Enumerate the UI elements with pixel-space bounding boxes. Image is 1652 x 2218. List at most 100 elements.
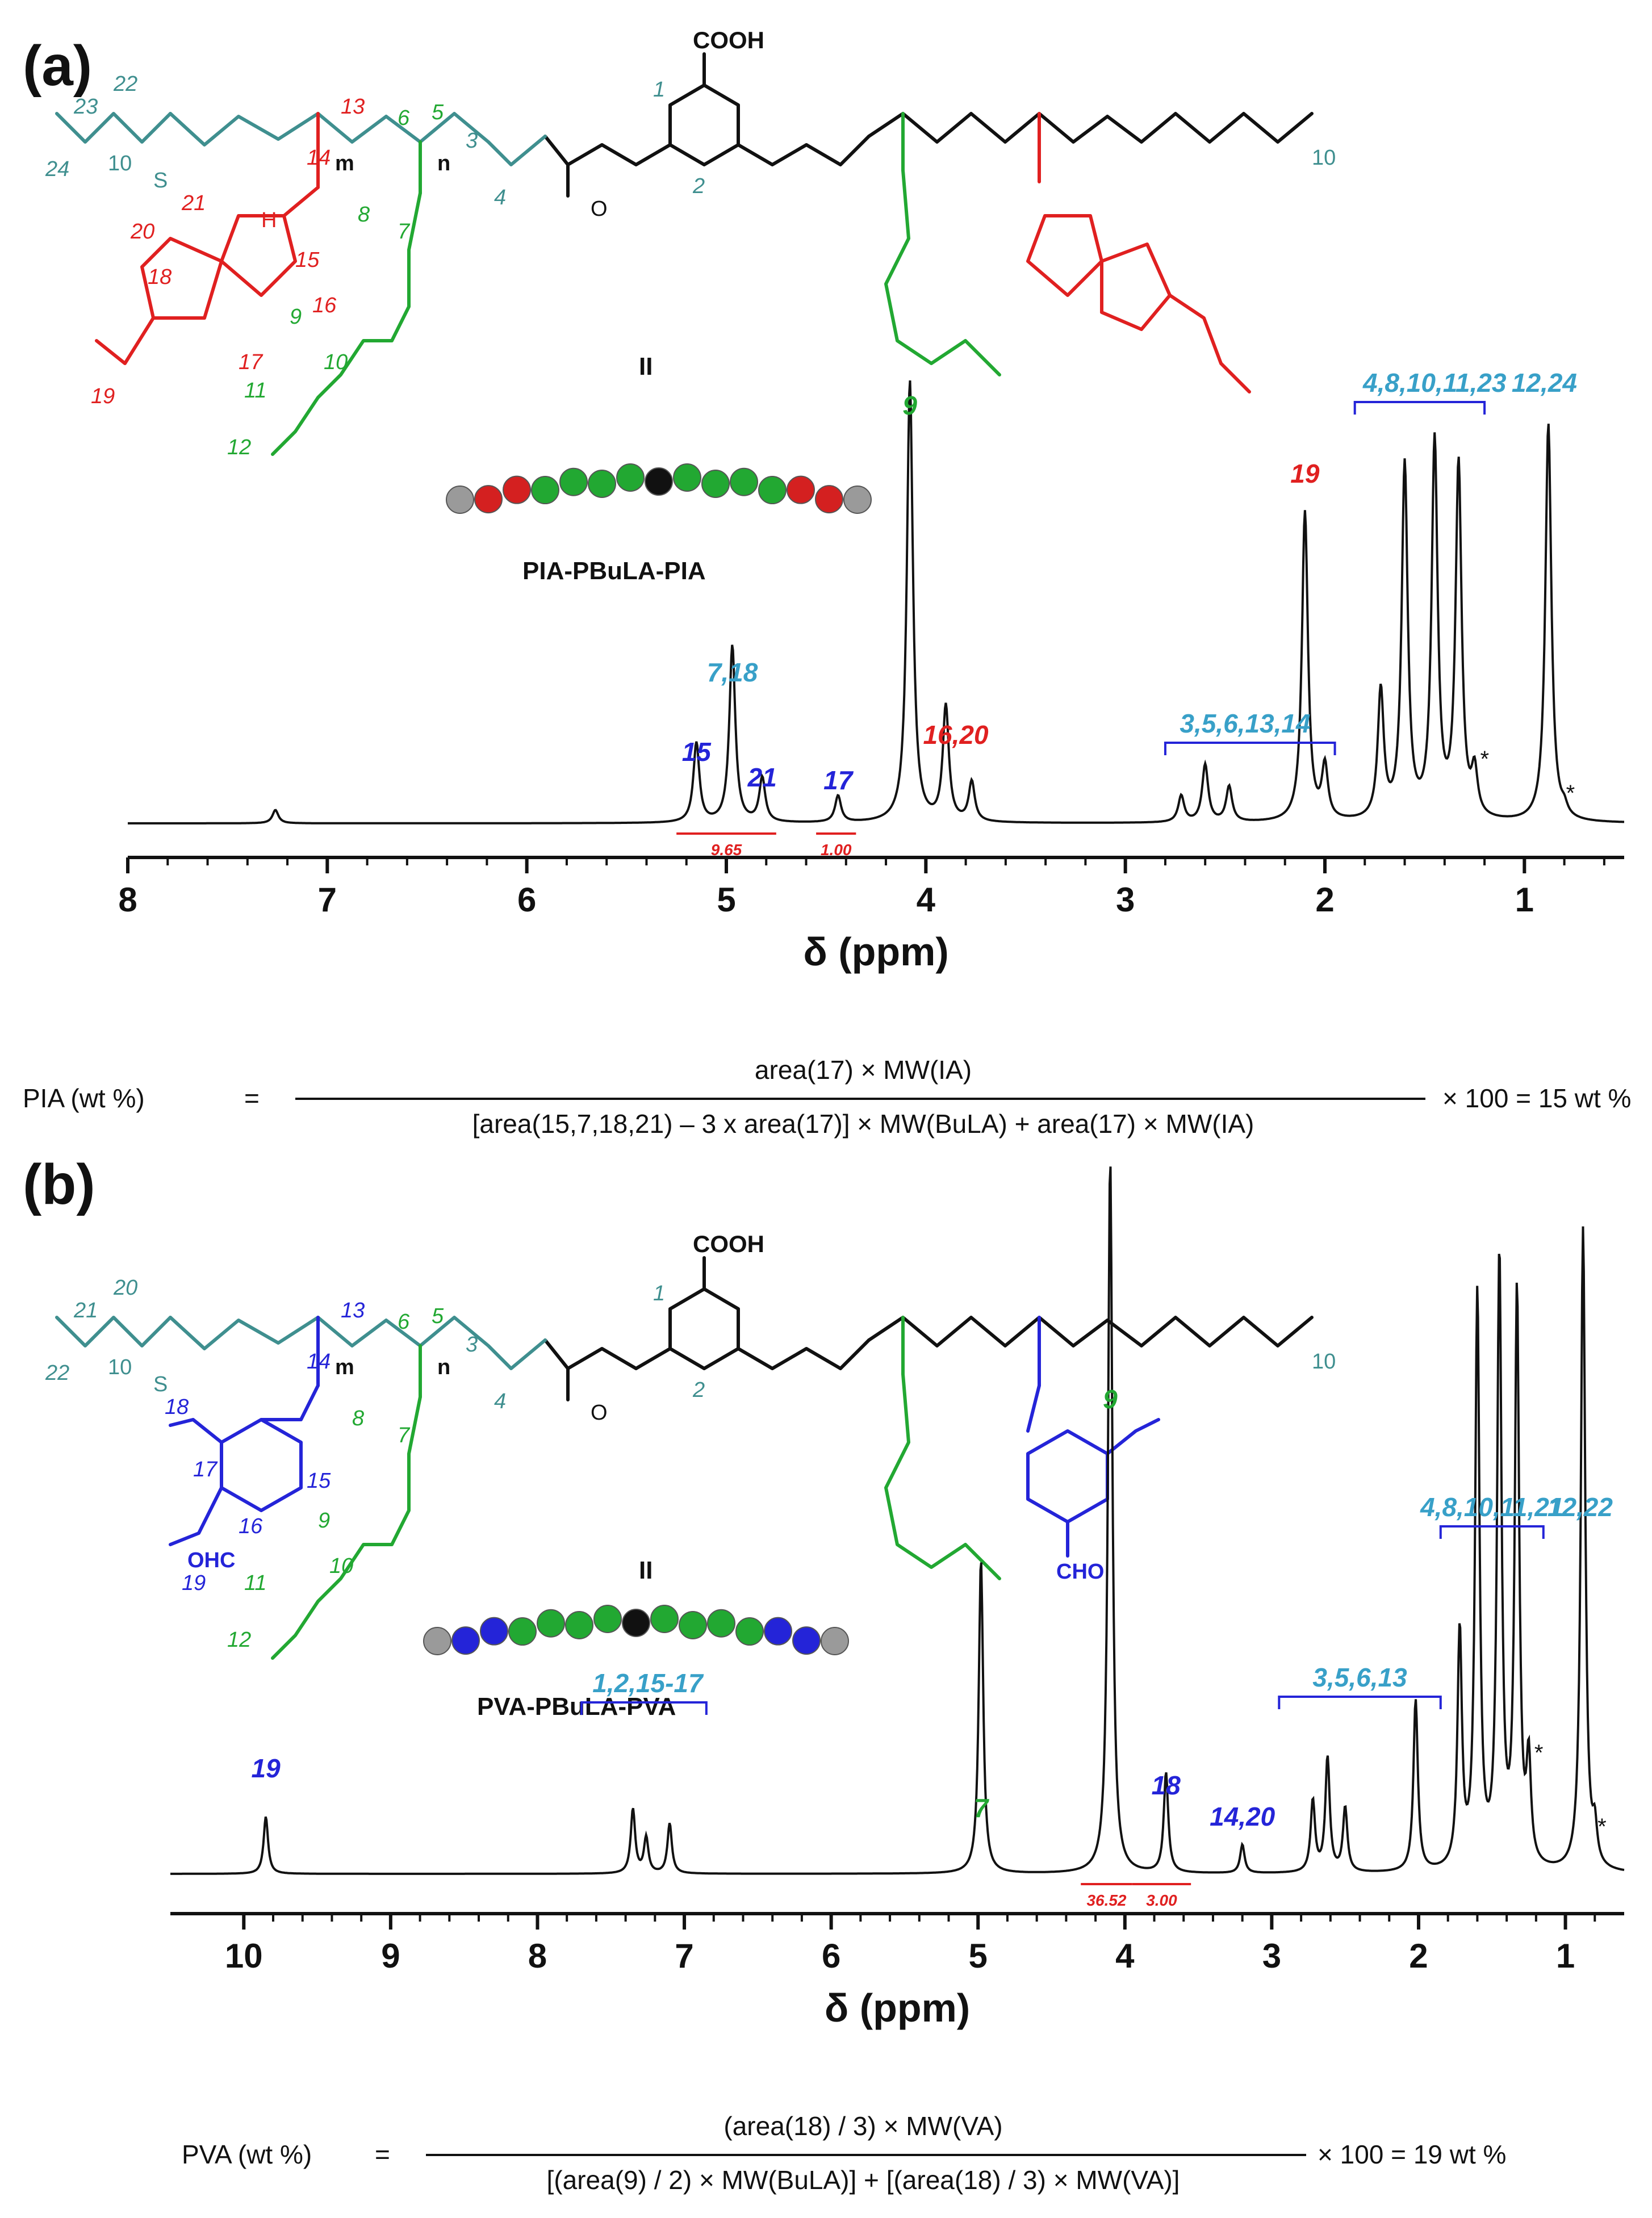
label-b-3: 3 <box>466 1333 478 1357</box>
structure-labels-b: 20 21 22 10 3 4 5 6 1 2 13 14 15 16 17 1… <box>45 1276 1336 1652</box>
label-b-19: 19 <box>182 1571 206 1595</box>
integral-value: 3.00 <box>1146 1891 1177 1909</box>
x-tick-label: 5 <box>717 881 735 919</box>
aromatic-ring-a <box>668 83 740 166</box>
peak-label: 14,20 <box>1210 1802 1275 1831</box>
peak-label: 19 <box>1290 459 1320 488</box>
bead-green <box>565 1610 593 1639</box>
equation-result-a: × 100 = 15 wt % <box>1442 1083 1631 1113</box>
peak-label: 7,18 <box>707 658 758 687</box>
label-b-8: 8 <box>352 1407 364 1430</box>
x-tick-label: 10 <box>225 1937 263 1975</box>
panel-label-b: (b) <box>23 1153 95 1216</box>
structure-b: COOH <box>55 1231 1314 1660</box>
peak-bracket <box>580 1701 708 1715</box>
chain-end-right-a: 10 <box>1312 146 1336 170</box>
label-10-end: 10 <box>108 152 132 175</box>
label-b-12: 12 <box>227 1628 251 1652</box>
label-b-15: 15 <box>307 1469 331 1493</box>
panel-label-a: (a) <box>23 34 92 98</box>
spectrum-b: 10 9 8 7 6 5 4 3 2 1δ (ppm)191,2,15-17791814,203,… <box>170 1166 1625 2030</box>
bead-red <box>815 485 843 514</box>
x-tick-label: 7 <box>318 881 337 919</box>
label-b-14: 14 <box>307 1350 331 1374</box>
bead-green <box>707 1609 735 1638</box>
label-b-18: 18 <box>165 1395 189 1419</box>
label-24: 24 <box>45 157 69 181</box>
peak-bracket <box>1278 1696 1442 1709</box>
bead-gray <box>423 1627 451 1655</box>
label-b-7: 7 <box>398 1424 411 1447</box>
x-axis-title: δ (ppm) <box>803 930 948 974</box>
label-11: 11 <box>244 379 266 403</box>
bead-green <box>588 469 616 498</box>
impurity-asterisk: * <box>1480 747 1490 772</box>
label-b-20: 20 <box>113 1276 137 1300</box>
label-5: 5 <box>432 101 444 124</box>
peak-label: 12,22 <box>1548 1492 1613 1522</box>
hydrogen-label-a: H <box>261 208 277 232</box>
label-2: 2 <box>692 174 705 198</box>
label-12: 12 <box>227 436 251 459</box>
bead-green <box>559 467 588 496</box>
bead-gray <box>446 486 474 514</box>
equation-lhs-b: PVA (wt %) <box>182 2140 312 2169</box>
peak-label: 12,24 <box>1512 368 1577 397</box>
label-b-17: 17 <box>193 1458 218 1482</box>
label-13: 13 <box>341 95 365 119</box>
label-b-2: 2 <box>692 1378 705 1402</box>
x-tick-label: 4 <box>1115 1937 1135 1975</box>
polymer-name-b: PVA-PBuLA-PVA <box>477 1693 676 1721</box>
impurity-asterisk: * <box>1534 1740 1544 1765</box>
bead-red <box>474 485 503 514</box>
peak-label: 16,20 <box>923 720 989 750</box>
integral-value: 1.00 <box>821 841 852 859</box>
repeat-n-b: n <box>437 1355 450 1379</box>
label-18: 18 <box>148 265 172 289</box>
equation-a: PIA (wt %) = area(17) × MW(IA) [area(15,… <box>23 1055 1631 1139</box>
polymer-name-a: PIA-PBuLA-PIA <box>522 557 706 585</box>
impurity-asterisk: * <box>1566 781 1575 806</box>
center-label-b: II <box>639 1556 653 1584</box>
bead-red <box>503 475 531 504</box>
structure-a: COOH <box>55 27 1314 456</box>
label-b-9: 9 <box>318 1509 330 1533</box>
label-b-22: 22 <box>45 1361 69 1385</box>
bead-green <box>673 463 701 492</box>
x-axis-title: δ (ppm) <box>825 1986 970 2030</box>
bead-blue <box>480 1617 508 1646</box>
equation-numerator-b: (area(18) / 3) × MW(VA) <box>723 2111 1002 2141</box>
label-3: 3 <box>466 129 478 153</box>
peak-label: 19 <box>251 1754 281 1783</box>
label-1: 1 <box>653 78 665 102</box>
peak-label: 1,2,15-17 <box>592 1668 704 1698</box>
peak-label: 21 <box>747 763 777 792</box>
bead-red <box>787 475 815 504</box>
label-14: 14 <box>307 146 331 170</box>
label-b-1: 1 <box>653 1282 665 1305</box>
center-label-a: II <box>639 353 653 380</box>
x-tick-label: 6 <box>517 881 536 919</box>
peak-bracket <box>1164 742 1336 755</box>
bead-green <box>593 1605 622 1634</box>
integral-value: 36.52 <box>1086 1891 1126 1909</box>
equation-result-b: × 100 = 19 wt % <box>1318 2140 1506 2169</box>
peak-label: 4,8,10,11,21 <box>1420 1492 1563 1522</box>
label-6: 6 <box>398 106 410 130</box>
x-tick-label: 1 <box>1515 881 1534 919</box>
label-b-21: 21 <box>73 1299 98 1323</box>
x-tick-label: 7 <box>675 1937 693 1975</box>
x-tick-label: 9 <box>381 1937 400 1975</box>
bead-green <box>650 1605 679 1634</box>
x-tick-label: 4 <box>917 881 936 919</box>
peak-label: 17 <box>823 765 854 795</box>
spectrum-line <box>128 380 1624 825</box>
label-19: 19 <box>91 384 115 408</box>
peak-bracket <box>1439 1525 1545 1539</box>
label-b-11: 11 <box>244 1571 266 1595</box>
label-20: 20 <box>130 220 154 244</box>
x-tick-label: 2 <box>1315 881 1334 919</box>
equation-eq-a: = <box>244 1083 260 1113</box>
peak-label: 18 <box>1152 1771 1181 1800</box>
